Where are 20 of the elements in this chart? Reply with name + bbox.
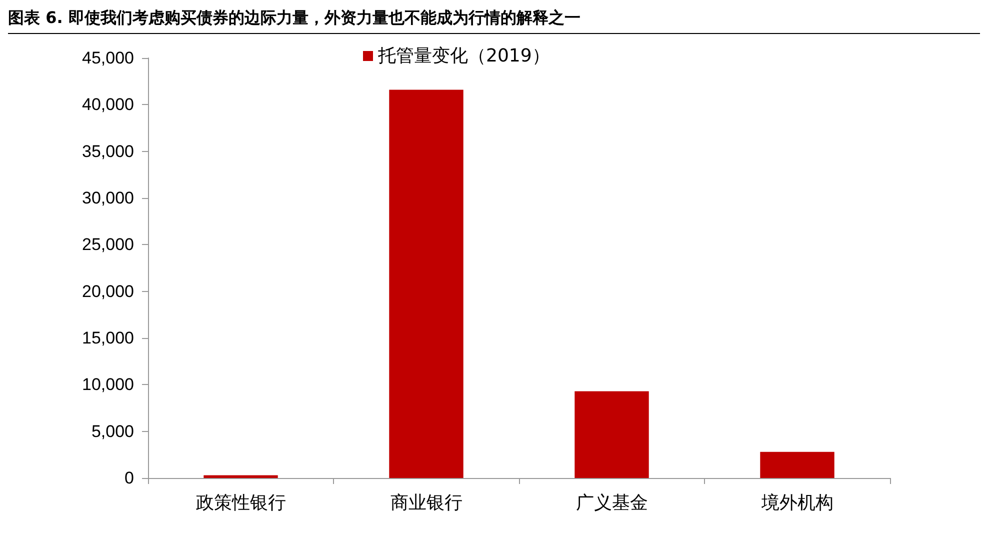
y-tick-label: 0 — [124, 468, 134, 488]
y-tick-label: 35,000 — [82, 142, 134, 161]
y-tick-label: 20,000 — [82, 282, 134, 301]
legend-label: 托管量变化（2019） — [377, 46, 550, 66]
y-tick-label: 30,000 — [82, 188, 134, 208]
bar — [389, 90, 464, 478]
y-tick-label: 45,000 — [82, 48, 134, 68]
x-tick-label: 境外机构 — [760, 492, 834, 514]
chart-title: 图表 6. 即使我们考虑购买债券的边际力量，外资力量也不能成为行情的解释之一 — [8, 8, 980, 34]
y-tick-label: 40,000 — [82, 95, 134, 114]
bar — [760, 452, 834, 478]
bar — [574, 391, 649, 478]
y-tick-label: 10,000 — [82, 375, 134, 394]
x-tick-label: 政策性银行 — [196, 492, 286, 514]
y-tick-label: 15,000 — [82, 328, 134, 348]
x-tick-label: 广义基金 — [576, 492, 648, 514]
bar — [204, 475, 278, 478]
y-tick-label: 25,000 — [82, 235, 134, 254]
x-tick-label: 商业银行 — [390, 492, 462, 514]
y-tick-label: 5,000 — [91, 422, 134, 441]
